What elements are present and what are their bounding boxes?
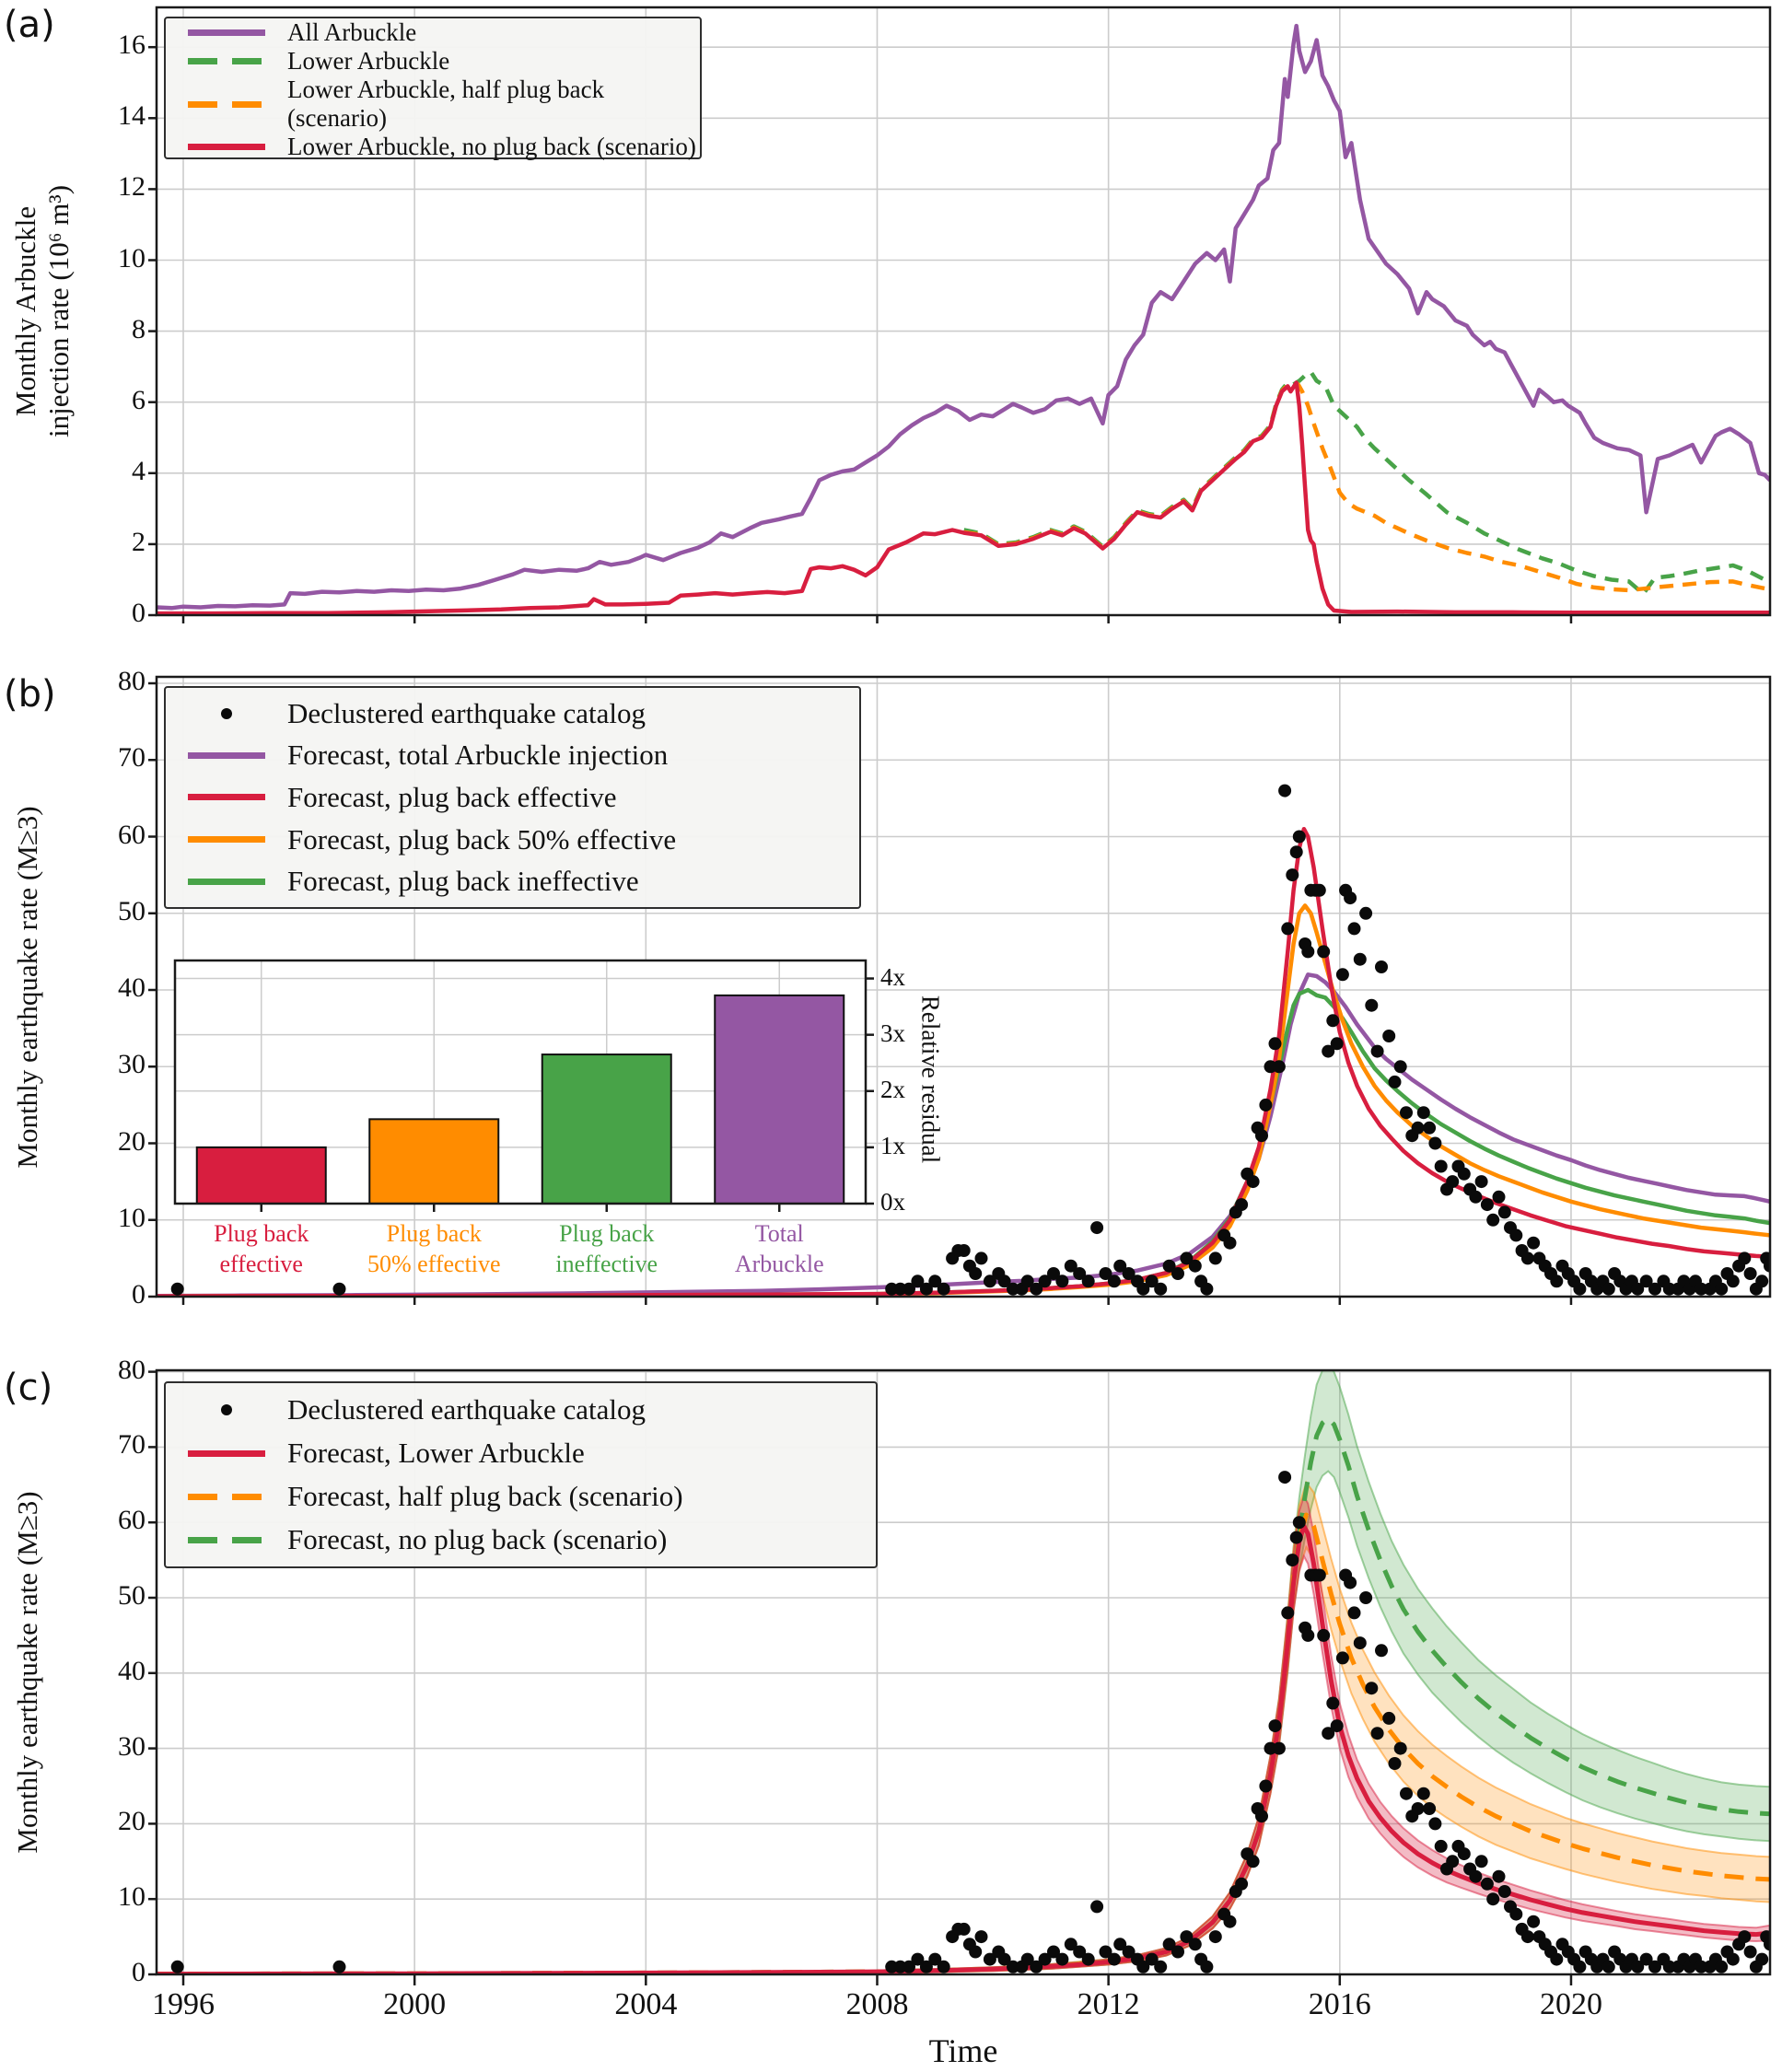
lower-arbuckle-line-swatch — [188, 58, 265, 64]
legend-label: Forecast, Lower Arbuckle — [287, 1437, 585, 1469]
legend-label: Forecast, plug back effective — [287, 780, 617, 813]
legend-item: Forecast, plug back ineffective — [186, 865, 859, 898]
forecast-half-plug-back-dash-swatch — [188, 1493, 265, 1500]
forecast-no-plug-back-dash-swatch — [188, 1536, 265, 1543]
legend-label: Lower Arbuckle, half plug back (scenario… — [287, 76, 605, 132]
plug-back-50-line-swatch — [188, 836, 265, 844]
legend-item: Lower Arbuckle, half plug back (scenario… — [186, 76, 700, 133]
legend-item: All Arbuckle — [186, 18, 700, 47]
plug-back-effective-line-swatch — [188, 794, 265, 801]
legend-item: Forecast, plug back effective — [186, 781, 859, 814]
legend-label: Lower Arbuckle, no plug back (scenario) — [287, 133, 696, 160]
panel-c-legend: Declustered earthquake catalog Forecast,… — [164, 1381, 878, 1568]
panel-a-legend: All Arbuckle Lower Arbuckle Lower Arbuck… — [164, 17, 702, 161]
legend-item: Forecast, total Arbuckle injection — [186, 739, 859, 772]
no-plug-back-dash-swatch — [188, 144, 265, 150]
legend-label: Forecast, total Arbuckle injection — [287, 739, 669, 772]
legend-item: Lower Arbuckle — [186, 47, 700, 76]
forecast-lower-arbuckle-line-swatch — [188, 1449, 265, 1457]
legend-label: Declustered earthquake catalog — [287, 696, 646, 729]
legend-label: Declustered earthquake catalog — [287, 1393, 646, 1426]
half-plug-back-dash-swatch — [188, 100, 265, 108]
legend-item: Forecast, no plug back (scenario) — [186, 1523, 876, 1556]
legend-label: Forecast, no plug back (scenario) — [287, 1523, 668, 1555]
catalog-dot-swatch — [221, 1404, 232, 1415]
legend-item: Forecast, Lower Arbuckle — [186, 1437, 876, 1470]
legend-label: Forecast, plug back 50% effective — [287, 822, 677, 856]
legend-label: All Arbuckle — [287, 18, 417, 46]
legend-item: Declustered earthquake catalog — [186, 697, 859, 730]
legend-label: Lower Arbuckle — [287, 47, 450, 75]
total-arbuckle-line-swatch — [188, 751, 265, 759]
panel-b-legend: Declustered earthquake catalog Forecast,… — [164, 686, 861, 909]
legend-item: Lower Arbuckle, no plug back (scenario) — [186, 133, 700, 161]
legend-label: Forecast, half plug back (scenario) — [287, 1480, 683, 1512]
legend-item: Forecast, plug back 50% effective — [186, 823, 859, 856]
legend-item: Forecast, half plug back (scenario) — [186, 1480, 876, 1513]
catalog-dot-swatch — [221, 707, 232, 719]
plug-back-ineffective-line-swatch — [188, 878, 265, 885]
all-arbuckle-line-swatch — [188, 29, 265, 36]
legend-label: Forecast, plug back ineffective — [287, 865, 639, 898]
legend-item: Declustered earthquake catalog — [186, 1393, 876, 1426]
